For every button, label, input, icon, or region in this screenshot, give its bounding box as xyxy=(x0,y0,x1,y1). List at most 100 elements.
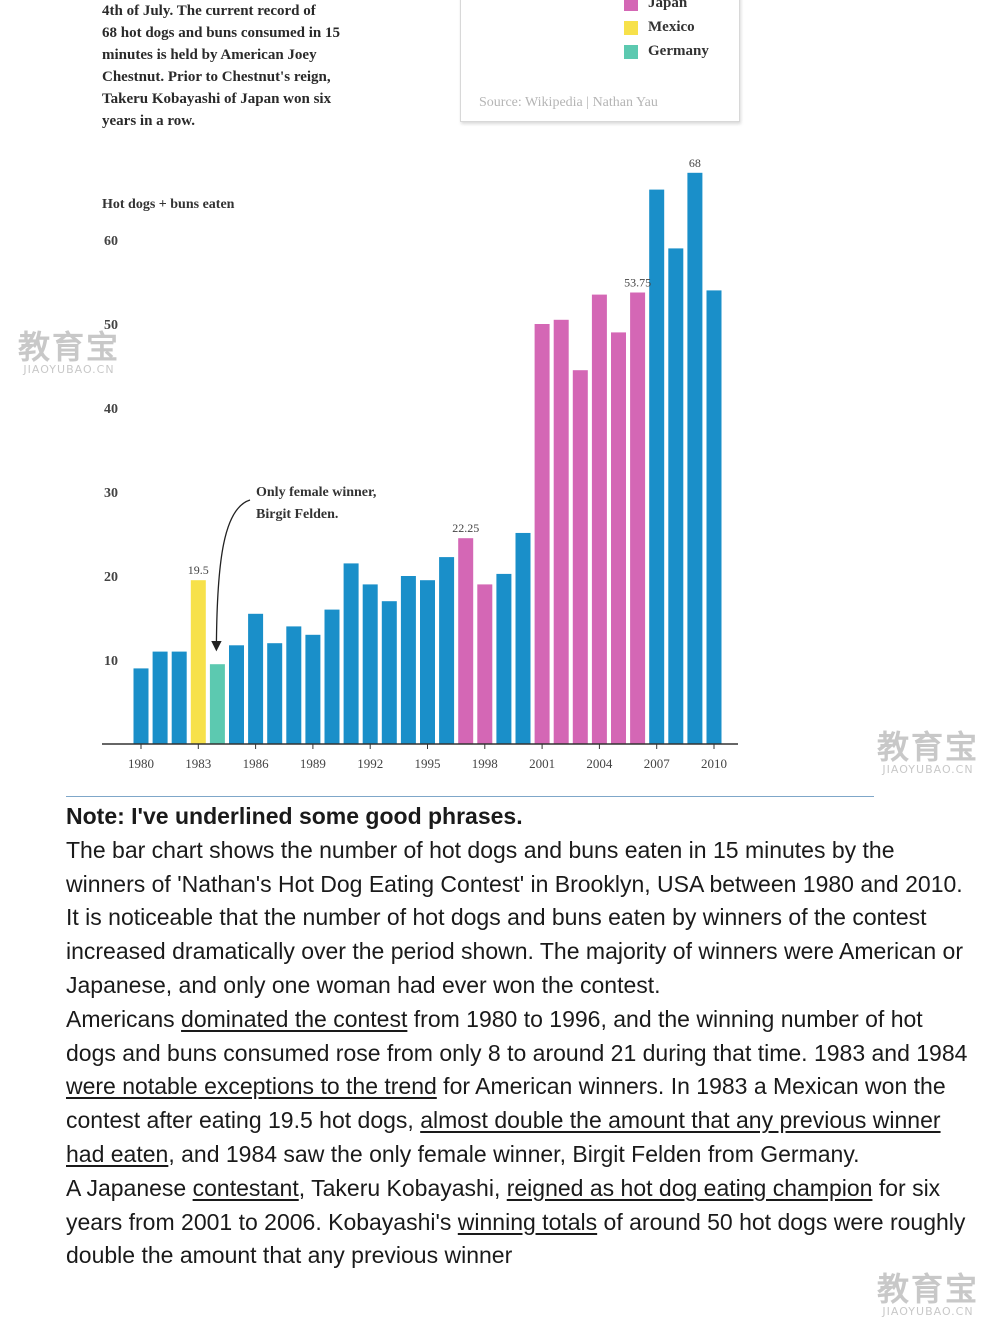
watermark-url: JIAOYUBAO.CN xyxy=(23,363,115,376)
watermark: 教育宝 JIAOYUBAO.CN xyxy=(18,330,120,376)
essay-text: A Japanese xyxy=(66,1174,193,1201)
chart-source: Source: Wikipedia | Nathan Yau xyxy=(479,95,658,110)
intro-line: years in a row. xyxy=(102,113,196,129)
intro-line: minutes is held by American Joey xyxy=(102,47,317,63)
essay-note: Note: I've underlined some good phrases. xyxy=(66,803,523,829)
underlined-phrase: almost double the amount that any previo… xyxy=(66,1107,941,1167)
bar-2009 xyxy=(687,172,703,745)
y-axis-label: Hot dogs + buns eaten xyxy=(102,197,235,212)
y-tick-label: 60 xyxy=(104,234,118,249)
bar-2006 xyxy=(630,292,646,744)
annotation-female-winner: Only female winner, Birgit Felden. xyxy=(211,485,376,652)
essay-paragraph-3: Americans dominated the contest from 198… xyxy=(66,1003,976,1172)
y-tick-label: 30 xyxy=(104,486,118,501)
x-tick-label: 1995 xyxy=(415,756,441,771)
watermark: 教育宝 JIAOYUBAO.CN xyxy=(877,730,979,776)
watermark-text: 教育宝 xyxy=(877,728,980,766)
bar-2004 xyxy=(591,294,607,744)
watermark-text: 教育宝 xyxy=(877,1270,980,1308)
bar-1985 xyxy=(229,645,244,744)
essay-text: , and 1984 saw the only female winner, B… xyxy=(168,1140,860,1167)
x-tick-label: 2007 xyxy=(644,756,671,771)
bar-1992 xyxy=(362,584,378,744)
watermark-url: JIAOYUBAO.CN xyxy=(882,763,974,776)
bar-2010 xyxy=(706,290,722,744)
legend-label: Germany xyxy=(648,43,709,59)
y-axis: 10 20 30 40 50 60 xyxy=(104,234,118,669)
x-tick-label: 1998 xyxy=(472,756,498,771)
bar-1986 xyxy=(248,613,264,744)
legend-swatch-germany xyxy=(624,44,638,59)
divider xyxy=(66,796,874,797)
bar-1982 xyxy=(171,651,187,744)
x-tick-label: 1989 xyxy=(300,756,326,771)
intro-text: 4th of July. The current record of 68 ho… xyxy=(102,0,432,132)
y-tick-label: 10 xyxy=(104,654,118,669)
essay-paragraph-2: It is noticeable that the number of hot … xyxy=(66,904,963,998)
legend-swatch-japan xyxy=(624,0,638,11)
essay-text: , Takeru Kobayashi, xyxy=(298,1174,507,1201)
x-tick-label: 2001 xyxy=(529,756,555,771)
essay-text: of around 50 hot dogs were roughly doubl… xyxy=(66,1208,966,1269)
bar-2005 xyxy=(611,332,626,744)
y-tick-label: 50 xyxy=(104,318,118,333)
bar-1996 xyxy=(439,557,455,744)
bar-1988 xyxy=(286,626,302,744)
bar-1987 xyxy=(267,643,283,744)
y-tick-label: 40 xyxy=(104,402,118,417)
x-tick-label: 1992 xyxy=(357,756,383,771)
data-label: 53.75 xyxy=(624,276,651,290)
bar-1989 xyxy=(305,634,321,744)
bar-2007 xyxy=(649,189,665,745)
bar-2001 xyxy=(534,324,550,744)
bars xyxy=(133,172,722,745)
watermark-text: 教育宝 xyxy=(18,328,121,366)
bar-1995 xyxy=(420,580,435,744)
essay-text: for American winners. In 1983 a Mexican … xyxy=(66,1073,946,1134)
underlined-phrase: were notable exceptions to the trend xyxy=(66,1073,437,1100)
bar-2008 xyxy=(668,248,684,744)
annotation-text: Only female winner, xyxy=(256,485,376,500)
underlined-phrase: dominated the contest xyxy=(181,1005,408,1032)
legend-item-japan: Japan xyxy=(624,0,687,12)
bar-1997 xyxy=(458,538,474,744)
essay-text: for six years from 2001 to 2006. Kobayas… xyxy=(66,1174,941,1235)
legend-label: Mexico xyxy=(648,19,695,35)
legend-item-germany: Germany xyxy=(624,43,709,60)
data-label: 19.5 xyxy=(188,563,209,577)
bar-2002 xyxy=(553,319,569,744)
intro-line: Takeru Kobayashi of Japan won six xyxy=(102,91,332,107)
essay-text: from 1980 to 1996, and the winning numbe… xyxy=(66,1005,968,1066)
bar-1999 xyxy=(496,573,512,744)
intro-line: 4th of July. The current record of xyxy=(102,3,316,19)
underlined-phrase: contestant xyxy=(192,1174,299,1201)
legend: Japan Mexico Germany Source: Wikipedia |… xyxy=(460,0,740,122)
bar-1991 xyxy=(343,563,359,744)
bar-1993 xyxy=(381,601,397,744)
bar-2000 xyxy=(515,532,531,744)
x-tick-label: 1983 xyxy=(185,756,211,771)
bar-chart: Hot dogs + buns eaten 10 20 30 40 50 60 19.5 2… xyxy=(102,156,738,771)
essay-text: Americans xyxy=(66,1005,182,1032)
x-tick-label: 2010 xyxy=(701,756,727,771)
bar-1990 xyxy=(324,609,340,744)
y-tick-label: 20 xyxy=(104,570,118,585)
data-labels: 19.5 22.25 53.75 68 xyxy=(188,156,701,577)
bar-1983 xyxy=(190,580,206,744)
bar-1981 xyxy=(152,651,168,744)
x-tick-label: 1980 xyxy=(128,756,154,771)
x-tick-label: 2004 xyxy=(586,756,613,771)
annotation-text: Birgit Felden. xyxy=(256,507,338,522)
data-label: 68 xyxy=(689,156,701,170)
bar-1998 xyxy=(477,584,493,744)
bar-1980 xyxy=(133,668,149,744)
intro-line: Chestnut. Prior to Chestnut's reign, xyxy=(102,69,331,85)
x-axis: 1980 1983 1986 1989 1992 1995 1998 2001 2004 2007… xyxy=(128,744,727,771)
bar-1994 xyxy=(400,576,416,744)
data-label: 22.25 xyxy=(452,521,479,535)
essay: Note: I've underlined some good phrases.… xyxy=(66,800,976,1273)
legend-swatch-mexico xyxy=(624,20,638,35)
essay-paragraph-4: A Japanese contestant, Takeru Kobayashi,… xyxy=(66,1172,976,1273)
underlined-phrase: winning totals xyxy=(457,1208,598,1235)
legend-item-mexico: Mexico xyxy=(624,19,695,36)
